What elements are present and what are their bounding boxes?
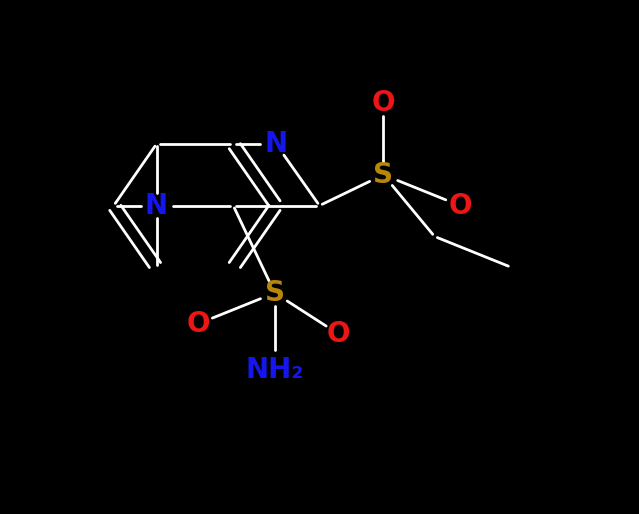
Text: NH₂: NH₂	[245, 356, 304, 384]
Text: O: O	[372, 89, 395, 117]
Text: O: O	[449, 192, 472, 219]
Text: O: O	[187, 310, 210, 338]
Text: O: O	[327, 320, 350, 348]
Text: N: N	[265, 130, 288, 158]
Text: N: N	[145, 192, 168, 219]
Text: S: S	[265, 279, 285, 307]
Text: S: S	[373, 161, 394, 189]
